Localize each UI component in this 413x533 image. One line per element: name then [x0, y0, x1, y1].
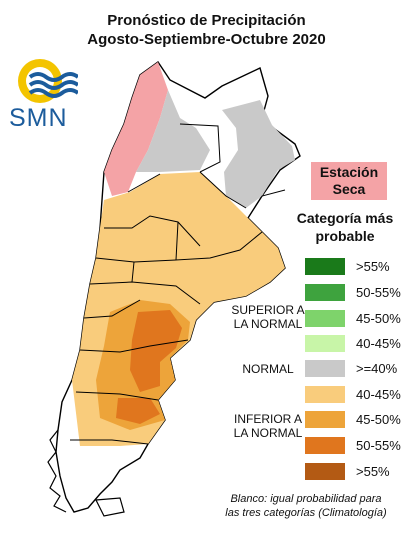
normal-region-northeast — [222, 100, 295, 208]
legend-swatch-inferior-40-45 — [305, 386, 345, 403]
legend-group-superior: SUPERIOR A LA NORMAL — [228, 303, 308, 331]
legend-group-superior-line1: SUPERIOR A — [231, 303, 305, 317]
legend-group-normal: NORMAL — [228, 362, 308, 376]
legend-swatch-superior-40-45 — [305, 335, 345, 352]
map-title-line1: Pronóstico de Precipitación — [107, 12, 306, 29]
legend-swatch-inferior-55 — [305, 463, 345, 480]
province-borders — [70, 123, 286, 445]
legend-title-line1: Categoría más — [296, 210, 394, 226]
smn-logo-text: SMN — [9, 104, 68, 132]
legend-swatch-normal — [305, 360, 345, 377]
legend-swatch-inferior-45-50 — [305, 411, 345, 428]
climatology-note-line2: las tres categorías (Climatología) — [225, 507, 387, 519]
dry-season-region — [104, 62, 168, 196]
legend-group-normal-line1: NORMAL — [242, 362, 294, 376]
legend-label-superior-40-45: 40-45% — [356, 336, 401, 351]
legend-label-inferior-40-45: 40-45% — [356, 387, 401, 402]
tierra-del-fuego — [95, 497, 125, 517]
legend-swatch-superior-50-55 — [305, 284, 345, 301]
legend-swatch-superior-55 — [305, 258, 345, 275]
climatology-note-line1: Blanco: igual probabilidad para — [230, 493, 382, 505]
smn-wave-logo-icon — [18, 59, 78, 103]
legend-label-inferior-45-50: 45-50% — [356, 412, 401, 427]
legend-group-inferior: INFERIOR A LA NORMAL — [228, 412, 308, 440]
climatology-note: Blanco: igual probabilidad para las tres… — [206, 492, 406, 520]
legend-label-superior-55: >55% — [356, 259, 390, 274]
legend-swatch-inferior-50-55 — [305, 437, 345, 454]
dry-season-line2: Seca — [332, 181, 366, 197]
legend-label-normal: >=40% — [356, 361, 398, 376]
legend-label-superior-45-50: 45-50% — [356, 311, 401, 326]
below-normal-50-55-south — [116, 398, 160, 424]
below-normal-50-55-region — [130, 310, 182, 392]
coastline-detail — [47, 429, 67, 513]
dry-season-label: Estación Seca — [311, 162, 387, 200]
legend-label-inferior-55: >55% — [356, 464, 390, 479]
legend-label-inferior-50-55: 50-55% — [356, 438, 401, 453]
legend-title-line2: probable — [315, 228, 375, 244]
map-title-line2: Agosto-Septiembre-Octubre 2020 — [87, 31, 326, 48]
legend-group-superior-line2: LA NORMAL — [233, 317, 303, 331]
normal-region-north — [136, 90, 210, 172]
legend-label-superior-50-55: 50-55% — [356, 285, 401, 300]
dry-season-line1: Estación — [319, 164, 379, 180]
legend-group-inferior-line1: INFERIOR A — [233, 412, 302, 426]
legend-title: Categoría más probable — [290, 209, 400, 245]
legend-swatch-superior-45-50 — [305, 310, 345, 327]
legend-group-inferior-line2: LA NORMAL — [233, 426, 303, 440]
